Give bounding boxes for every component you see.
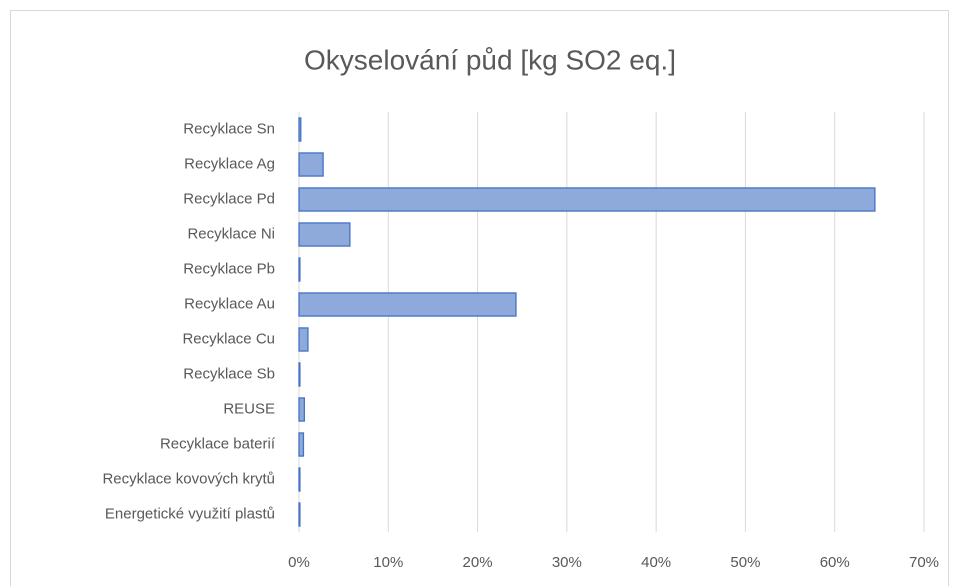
y-tick-label: Recyklace kovových krytů bbox=[102, 470, 275, 487]
bar bbox=[298, 187, 876, 212]
bar bbox=[298, 152, 324, 177]
y-tick-label: Recyklace Sb bbox=[183, 365, 275, 382]
x-tick-label: 70% bbox=[909, 554, 939, 571]
y-tick-label: Recyklace Ni bbox=[187, 225, 275, 242]
x-tick-label: 40% bbox=[641, 554, 671, 571]
bar bbox=[298, 222, 351, 247]
y-tick-label: Energetické využití plastů bbox=[105, 505, 275, 522]
x-tick-label: 30% bbox=[552, 554, 582, 571]
y-tick-label: REUSE bbox=[223, 400, 275, 417]
bar bbox=[298, 467, 301, 492]
bar bbox=[298, 397, 306, 422]
bar bbox=[298, 432, 305, 457]
bar bbox=[298, 117, 302, 142]
chart-title: Okyselování půd [kg SO2 eq.] bbox=[304, 44, 676, 75]
x-tick-label: 20% bbox=[463, 554, 493, 571]
bar bbox=[298, 327, 309, 352]
y-tick-label: Recyklace Pb bbox=[183, 260, 275, 277]
x-tick-label: 50% bbox=[730, 554, 760, 571]
bar bbox=[298, 502, 301, 527]
x-tick-label: 10% bbox=[373, 554, 403, 571]
y-tick-label: Recyklace Sn bbox=[183, 120, 275, 137]
bar bbox=[298, 292, 517, 317]
y-tick-label: Recyklace Pd bbox=[183, 190, 275, 207]
y-tick-label: Recyklace Cu bbox=[182, 330, 275, 347]
y-tick-label: Recyklace Au bbox=[184, 295, 275, 312]
y-tick-label: Recyklace baterií bbox=[160, 435, 276, 452]
bar bbox=[298, 257, 301, 282]
y-tick-label: Recyklace Ag bbox=[184, 155, 275, 172]
x-tick-label: 60% bbox=[820, 554, 850, 571]
bar bbox=[298, 362, 301, 387]
x-tick-label: 0% bbox=[288, 554, 310, 571]
